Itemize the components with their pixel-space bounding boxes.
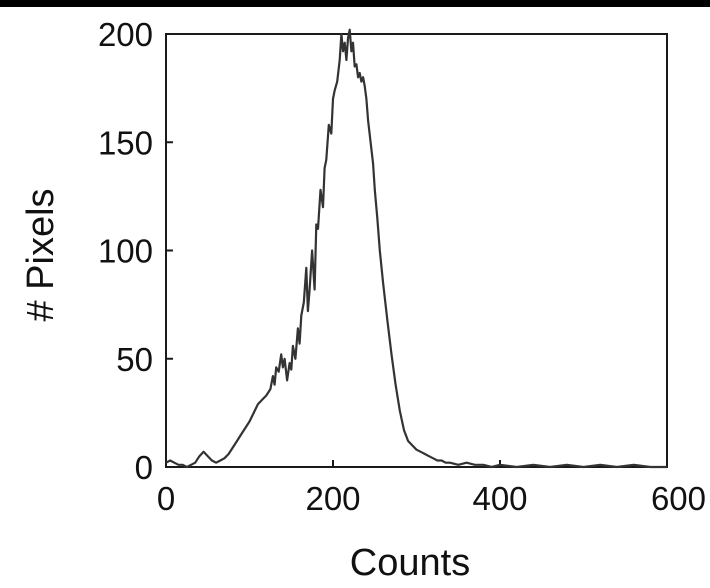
y-tick-labels: 0 50 100 150 200 (98, 16, 153, 486)
x-tick-label-3: 600 (651, 480, 706, 517)
y-tick-label-1: 50 (116, 341, 153, 378)
plot-area (165, 28, 668, 469)
x-tick-label-2: 400 (472, 480, 527, 517)
x-tick-labels: 0 200 400 600 (157, 480, 706, 517)
y-tick-label-4: 200 (98, 16, 153, 53)
x-tick-label-0: 0 (157, 480, 175, 517)
y-tick-label-3: 150 (98, 124, 153, 161)
histogram-line (165, 28, 667, 469)
x-tick-label-1: 200 (305, 480, 360, 517)
y-axis-title: # Pixels (20, 188, 62, 321)
y-tick-label-0: 0 (135, 449, 153, 486)
x-axis-title: Counts (350, 542, 470, 584)
y-tick-label-2: 100 (98, 233, 153, 270)
tick-marks (165, 33, 668, 468)
top-border-rule (0, 0, 710, 7)
plot-frame (165, 33, 668, 468)
